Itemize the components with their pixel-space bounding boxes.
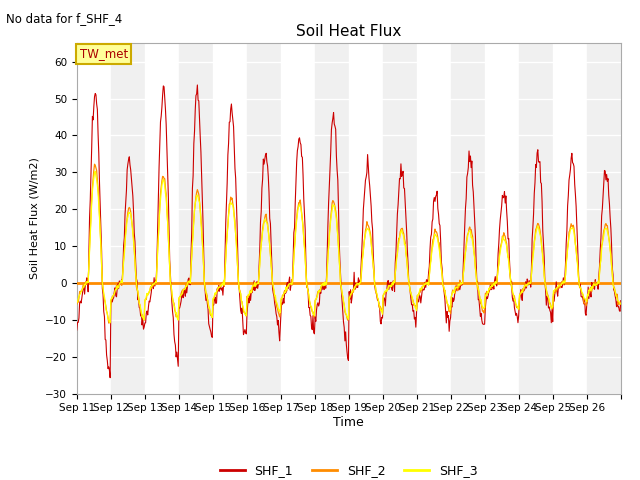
Legend: SHF_1, SHF_2, SHF_3: SHF_1, SHF_2, SHF_3	[214, 459, 483, 480]
Bar	[417, 43, 451, 394]
Bar	[247, 43, 281, 394]
Bar	[315, 43, 349, 394]
Bar	[111, 43, 145, 394]
Bar	[179, 43, 212, 394]
Bar	[451, 43, 485, 394]
Bar	[485, 43, 519, 394]
Bar	[212, 43, 247, 394]
Bar	[553, 43, 587, 394]
Bar	[383, 43, 417, 394]
Bar	[281, 43, 315, 394]
Y-axis label: Soil Heat Flux (W/m2): Soil Heat Flux (W/m2)	[29, 157, 40, 279]
Bar	[145, 43, 179, 394]
Text: TW_met: TW_met	[79, 47, 128, 60]
Title: Soil Heat Flux: Soil Heat Flux	[296, 24, 401, 39]
X-axis label: Time: Time	[333, 416, 364, 429]
Bar	[349, 43, 383, 394]
Bar	[587, 43, 621, 394]
Text: No data for f_SHF_4: No data for f_SHF_4	[6, 12, 123, 25]
Bar	[519, 43, 553, 394]
Bar	[77, 43, 111, 394]
